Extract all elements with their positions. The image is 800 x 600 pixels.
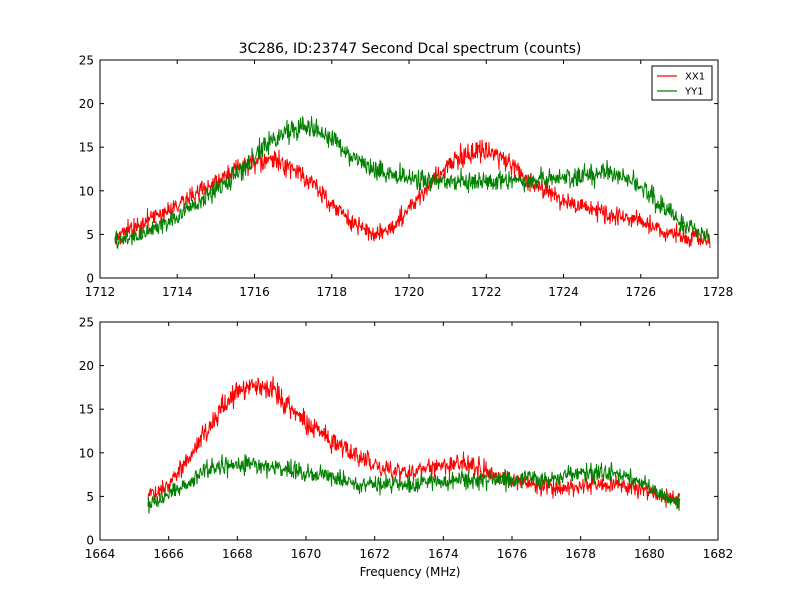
x-tick-label: 1678 bbox=[565, 547, 596, 561]
plot-area bbox=[147, 376, 681, 514]
y-tick-label: 25 bbox=[79, 316, 94, 330]
x-tick-label: 1718 bbox=[316, 285, 347, 299]
x-tick-label: 1666 bbox=[153, 547, 184, 561]
x-tick-label: 1726 bbox=[625, 285, 656, 299]
x-tick-label: 1664 bbox=[85, 547, 116, 561]
legend-box bbox=[651, 65, 713, 101]
x-tick-label: 1724 bbox=[548, 285, 579, 299]
plot-area bbox=[114, 116, 711, 249]
y-tick-label: 5 bbox=[86, 490, 94, 504]
x-tick-label: 1680 bbox=[634, 547, 665, 561]
y-tick-label: 5 bbox=[86, 228, 94, 242]
y-tick-label: 15 bbox=[79, 141, 94, 155]
series-yy1-trace bbox=[114, 116, 711, 249]
y-tick-label: 0 bbox=[86, 534, 94, 548]
x-tick-label: 1676 bbox=[497, 547, 528, 561]
x-tick-label: 1674 bbox=[428, 547, 459, 561]
bottom-spectrum-panel: 1664 1666 1668 1670 1672 1674 1676 1678 1680 1682… bbox=[79, 316, 734, 562]
x-tick-label: 1682 bbox=[703, 547, 734, 561]
series-xx1-trace bbox=[147, 376, 681, 509]
y-tick-label: 20 bbox=[79, 97, 94, 111]
y-tick-label: 10 bbox=[79, 184, 94, 198]
y-tick-label: 15 bbox=[79, 403, 94, 417]
y-tick-label: 0 bbox=[86, 272, 94, 286]
x-tick-label: 1716 bbox=[239, 285, 270, 299]
x-tick-label: 1668 bbox=[222, 547, 253, 561]
x-tick-label: 1672 bbox=[359, 547, 390, 561]
x-tick-label: 1722 bbox=[471, 285, 502, 299]
axes-frame bbox=[99, 321, 719, 541]
top-spectrum-panel: 1712 1714 1716 1718 1720 1722 1724 1726 1728 0 5 10… bbox=[79, 54, 734, 300]
legend-label-xx1: XX1 bbox=[685, 72, 705, 83]
x-tick-label: 1670 bbox=[291, 547, 322, 561]
y-tick-label: 20 bbox=[79, 359, 94, 373]
series-yy1-trace bbox=[147, 454, 681, 514]
legend-label-yy1: YY1 bbox=[684, 87, 704, 98]
y-tick-label: 10 bbox=[79, 446, 94, 460]
figure-title: 3C286, ID:23747 Second Dcal spectrum (co… bbox=[239, 41, 582, 57]
x-tick-label: 1712 bbox=[85, 285, 116, 299]
x-tick-label: 1714 bbox=[162, 285, 193, 299]
x-tick-label: 1728 bbox=[703, 285, 734, 299]
x-tick-label: 1720 bbox=[394, 285, 425, 299]
x-axis-label: Frequency (MHz) bbox=[360, 565, 461, 579]
y-tick-label: 25 bbox=[79, 54, 94, 68]
